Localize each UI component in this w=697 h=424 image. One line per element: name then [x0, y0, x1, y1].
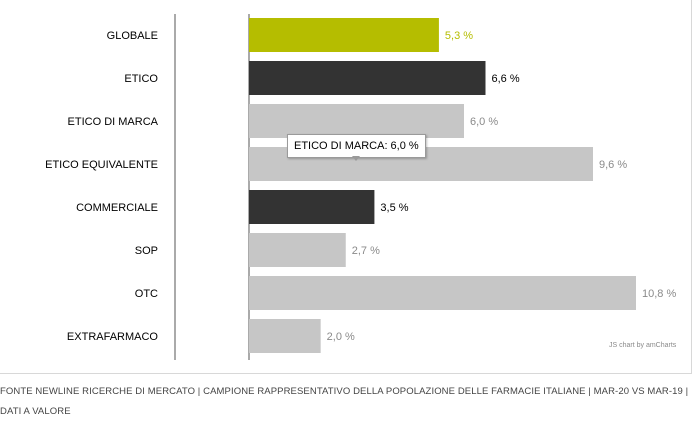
data-label: 6,0 % [470, 116, 498, 128]
bar-etico[interactable] [249, 61, 486, 95]
category-label: SOP [135, 245, 158, 257]
bar-globale[interactable] [249, 18, 439, 52]
chart-frame [0, 0, 692, 374]
bar-extrafarmaco[interactable] [249, 319, 321, 353]
bar-chart: GLOBALE 5,3 % ETICO 6,6 % ETICO DI MARCA 6,0 … [45, 14, 676, 360]
source-footnote: FONTE NEWLINE RICERCHE DI MERCATO | CAMP… [0, 386, 689, 417]
category-label: ETICO [124, 73, 158, 85]
category-label: GLOBALE [107, 30, 158, 42]
bar-etico-di-marca[interactable] [249, 104, 464, 138]
category-label: OTC [135, 288, 158, 300]
bar-commerciale[interactable] [249, 190, 375, 224]
tooltip-pointer [352, 156, 360, 161]
category-label: COMMERCIALE [76, 202, 158, 214]
bar-otc[interactable] [249, 276, 636, 310]
category-label: EXTRAFARMACO [67, 331, 159, 343]
chart-tooltip: ETICO DI MARCA: 6,0 % [287, 134, 426, 158]
data-label: 2,7 % [352, 245, 380, 257]
bar-sop[interactable] [249, 233, 346, 267]
data-label: 9,6 % [599, 159, 627, 171]
category-label: ETICO EQUIVALENTE [45, 159, 158, 171]
data-label: 6,6 % [492, 73, 520, 85]
data-label: 10,8 % [642, 288, 676, 300]
data-label: 3,5 % [380, 202, 408, 214]
data-label: 5,3 % [445, 30, 473, 42]
category-label: ETICO DI MARCA [68, 116, 159, 128]
chart-credit[interactable]: JS chart by amCharts [609, 342, 677, 349]
data-label: 2,0 % [327, 331, 355, 343]
